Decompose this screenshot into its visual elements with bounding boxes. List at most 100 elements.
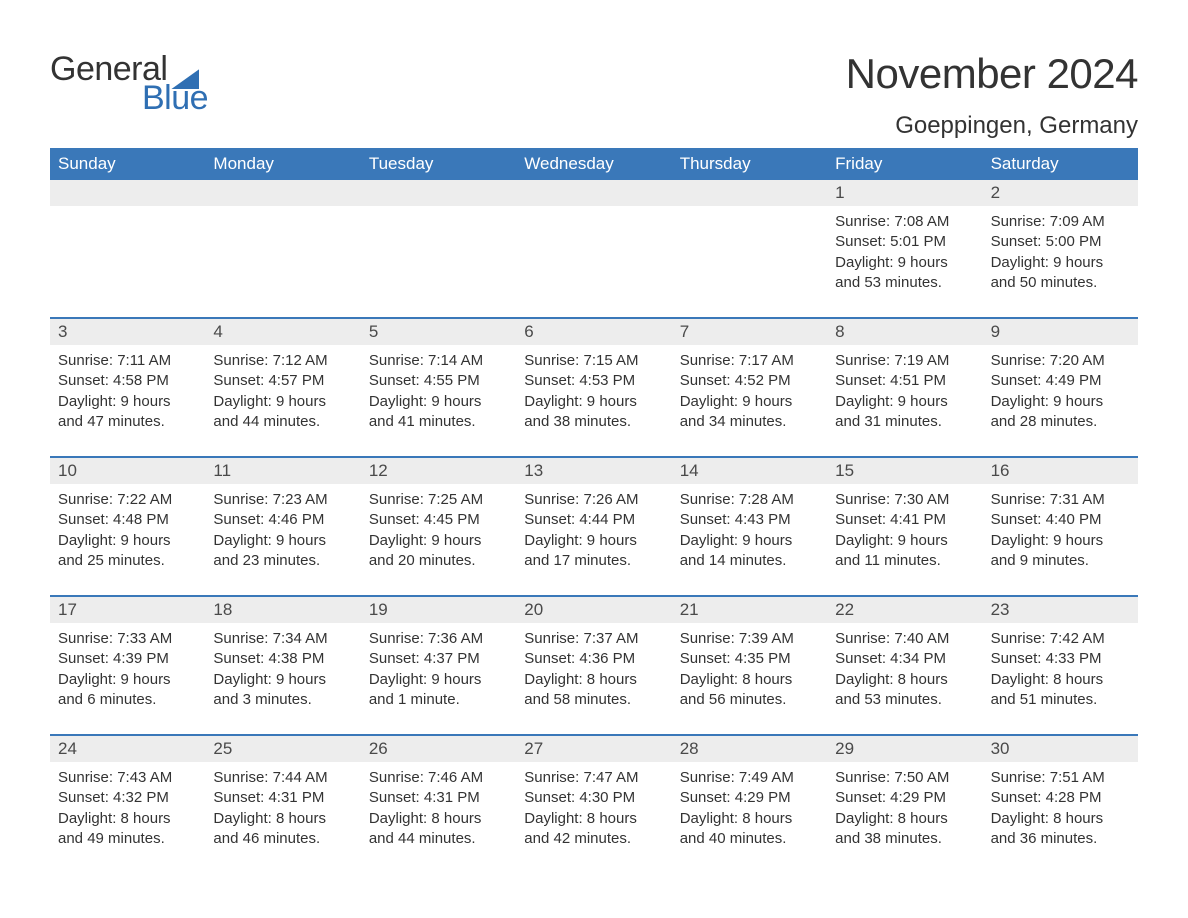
daylight-line-2: and 53 minutes. xyxy=(835,690,974,710)
day-cell: Sunrise: 7:43 AMSunset: 4:32 PMDaylight:… xyxy=(50,762,205,855)
daylight-line-2: and 56 minutes. xyxy=(680,690,819,710)
day-header-cell: Thursday xyxy=(672,148,827,180)
daylight-line-1: Daylight: 8 hours xyxy=(58,809,197,829)
daylight-line-1: Daylight: 8 hours xyxy=(991,809,1130,829)
day-cell xyxy=(205,206,360,299)
daylight-line-1: Daylight: 9 hours xyxy=(835,253,974,273)
daylight-line-1: Daylight: 9 hours xyxy=(680,531,819,551)
sunset-line: Sunset: 4:35 PM xyxy=(680,649,819,669)
daylight-line-1: Daylight: 8 hours xyxy=(524,809,663,829)
daylight-line-2: and 38 minutes. xyxy=(835,829,974,849)
daylight-line-2: and 41 minutes. xyxy=(369,412,508,432)
sunset-line: Sunset: 4:55 PM xyxy=(369,371,508,391)
sunrise-line: Sunrise: 7:36 AM xyxy=(369,629,508,649)
day-number: 2 xyxy=(983,180,1138,206)
day-cell xyxy=(516,206,671,299)
day-cell: Sunrise: 7:31 AMSunset: 4:40 PMDaylight:… xyxy=(983,484,1138,577)
sunrise-line: Sunrise: 7:49 AM xyxy=(680,768,819,788)
daylight-line-1: Daylight: 8 hours xyxy=(991,670,1130,690)
day-cell: Sunrise: 7:17 AMSunset: 4:52 PMDaylight:… xyxy=(672,345,827,438)
day-header-cell: Wednesday xyxy=(516,148,671,180)
day-cell: Sunrise: 7:15 AMSunset: 4:53 PMDaylight:… xyxy=(516,345,671,438)
sunrise-line: Sunrise: 7:15 AM xyxy=(524,351,663,371)
sunset-line: Sunset: 4:49 PM xyxy=(991,371,1130,391)
daylight-line-2: and 23 minutes. xyxy=(213,551,352,571)
weeks-container: 12Sunrise: 7:08 AMSunset: 5:01 PMDayligh… xyxy=(50,180,1138,855)
sunset-line: Sunset: 4:29 PM xyxy=(835,788,974,808)
sunset-line: Sunset: 5:00 PM xyxy=(991,232,1130,252)
daylight-line-1: Daylight: 8 hours xyxy=(835,809,974,829)
week-row: 24252627282930Sunrise: 7:43 AMSunset: 4:… xyxy=(50,734,1138,855)
daylight-line-2: and 49 minutes. xyxy=(58,829,197,849)
sunrise-line: Sunrise: 7:28 AM xyxy=(680,490,819,510)
day-number: 7 xyxy=(672,319,827,345)
daylight-line-1: Daylight: 8 hours xyxy=(680,809,819,829)
daylight-line-2: and 38 minutes. xyxy=(524,412,663,432)
daylight-line-1: Daylight: 9 hours xyxy=(835,531,974,551)
day-number: 9 xyxy=(983,319,1138,345)
daylight-line-1: Daylight: 9 hours xyxy=(369,670,508,690)
sunrise-line: Sunrise: 7:43 AM xyxy=(58,768,197,788)
daylight-line-1: Daylight: 9 hours xyxy=(835,392,974,412)
sunrise-line: Sunrise: 7:22 AM xyxy=(58,490,197,510)
sunrise-line: Sunrise: 7:26 AM xyxy=(524,490,663,510)
day-cell xyxy=(50,206,205,299)
day-number: 25 xyxy=(205,736,360,762)
sunset-line: Sunset: 4:43 PM xyxy=(680,510,819,530)
daylight-line-2: and 14 minutes. xyxy=(680,551,819,571)
sunrise-line: Sunrise: 7:08 AM xyxy=(835,212,974,232)
daynum-row: 12 xyxy=(50,180,1138,206)
sunrise-line: Sunrise: 7:19 AM xyxy=(835,351,974,371)
daylight-line-2: and 47 minutes. xyxy=(58,412,197,432)
daylight-line-2: and 36 minutes. xyxy=(991,829,1130,849)
day-number: 22 xyxy=(827,597,982,623)
day-cell: Sunrise: 7:25 AMSunset: 4:45 PMDaylight:… xyxy=(361,484,516,577)
daylight-line-1: Daylight: 9 hours xyxy=(213,531,352,551)
day-cell: Sunrise: 7:11 AMSunset: 4:58 PMDaylight:… xyxy=(50,345,205,438)
day-number: 14 xyxy=(672,458,827,484)
sunset-line: Sunset: 4:44 PM xyxy=(524,510,663,530)
day-cell: Sunrise: 7:39 AMSunset: 4:35 PMDaylight:… xyxy=(672,623,827,716)
day-number: 23 xyxy=(983,597,1138,623)
daylight-line-1: Daylight: 9 hours xyxy=(524,531,663,551)
day-cell xyxy=(361,206,516,299)
day-number: 26 xyxy=(361,736,516,762)
day-cell: Sunrise: 7:34 AMSunset: 4:38 PMDaylight:… xyxy=(205,623,360,716)
location: Goeppingen, Germany xyxy=(846,112,1138,140)
sunrise-line: Sunrise: 7:37 AM xyxy=(524,629,663,649)
day-cell: Sunrise: 7:49 AMSunset: 4:29 PMDaylight:… xyxy=(672,762,827,855)
day-header-cell: Saturday xyxy=(983,148,1138,180)
daylight-line-1: Daylight: 8 hours xyxy=(524,670,663,690)
day-cell: Sunrise: 7:23 AMSunset: 4:46 PMDaylight:… xyxy=(205,484,360,577)
day-number: 11 xyxy=(205,458,360,484)
daylight-line-2: and 40 minutes. xyxy=(680,829,819,849)
sunset-line: Sunset: 4:31 PM xyxy=(213,788,352,808)
daylight-line-1: Daylight: 9 hours xyxy=(991,392,1130,412)
daylight-line-1: Daylight: 8 hours xyxy=(680,670,819,690)
sunrise-line: Sunrise: 7:31 AM xyxy=(991,490,1130,510)
daynum-row: 17181920212223 xyxy=(50,597,1138,623)
day-number: 10 xyxy=(50,458,205,484)
day-cell: Sunrise: 7:28 AMSunset: 4:43 PMDaylight:… xyxy=(672,484,827,577)
daylight-line-2: and 31 minutes. xyxy=(835,412,974,432)
daylight-line-1: Daylight: 9 hours xyxy=(213,670,352,690)
sunrise-line: Sunrise: 7:11 AM xyxy=(58,351,197,371)
month-title: November 2024 xyxy=(846,50,1138,98)
day-cell: Sunrise: 7:36 AMSunset: 4:37 PMDaylight:… xyxy=(361,623,516,716)
daylight-line-1: Daylight: 9 hours xyxy=(58,531,197,551)
daylight-line-1: Daylight: 9 hours xyxy=(991,253,1130,273)
daylight-line-2: and 3 minutes. xyxy=(213,690,352,710)
daylight-line-2: and 42 minutes. xyxy=(524,829,663,849)
day-number xyxy=(516,180,671,206)
daylight-line-2: and 25 minutes. xyxy=(58,551,197,571)
daylight-line-1: Daylight: 9 hours xyxy=(680,392,819,412)
day-number: 15 xyxy=(827,458,982,484)
day-number: 29 xyxy=(827,736,982,762)
sunrise-line: Sunrise: 7:51 AM xyxy=(991,768,1130,788)
sunset-line: Sunset: 4:41 PM xyxy=(835,510,974,530)
daylight-line-2: and 11 minutes. xyxy=(835,551,974,571)
day-number: 30 xyxy=(983,736,1138,762)
day-header-cell: Sunday xyxy=(50,148,205,180)
day-number: 18 xyxy=(205,597,360,623)
sunset-line: Sunset: 4:36 PM xyxy=(524,649,663,669)
